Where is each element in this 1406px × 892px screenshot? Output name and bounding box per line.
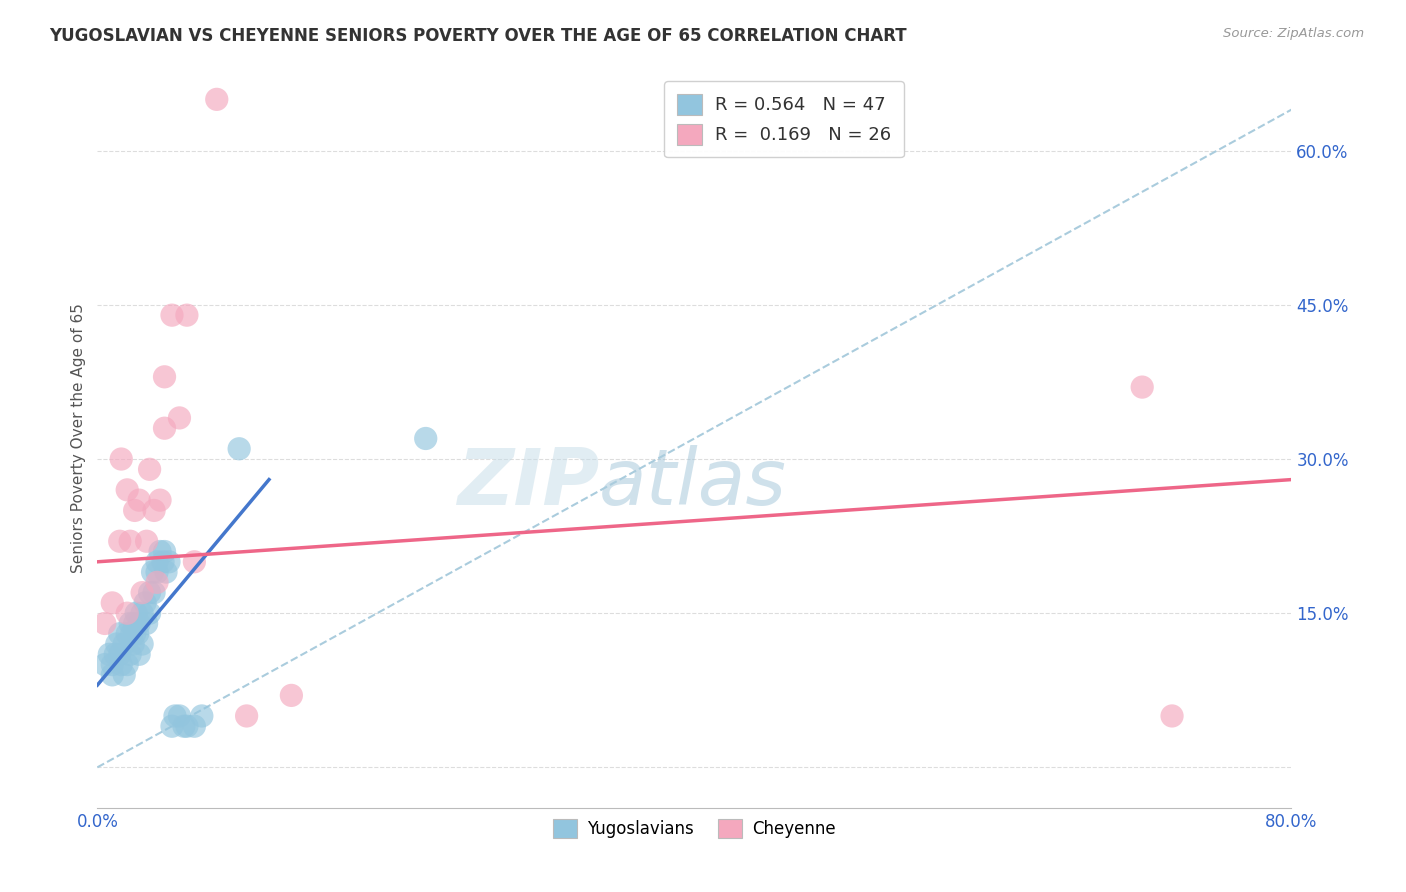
- Point: [127, 626, 149, 640]
- Point: [112, 637, 135, 651]
- Point: [1161, 709, 1184, 723]
- Point: [104, 648, 127, 662]
- Text: Source: ZipAtlas.com: Source: ZipAtlas.com: [1223, 27, 1364, 40]
- Point: [138, 585, 160, 599]
- Point: [94, 616, 117, 631]
- Point: [146, 555, 169, 569]
- Point: [153, 369, 176, 384]
- Point: [110, 657, 132, 672]
- Point: [128, 648, 150, 662]
- Point: [280, 689, 302, 703]
- Point: [160, 719, 183, 733]
- Point: [121, 626, 143, 640]
- Point: [146, 575, 169, 590]
- Point: [124, 626, 146, 640]
- Point: [176, 719, 198, 733]
- Point: [183, 555, 205, 569]
- Point: [169, 411, 191, 425]
- Point: [1130, 380, 1153, 394]
- Point: [115, 626, 138, 640]
- Point: [120, 616, 142, 631]
- Point: [94, 657, 117, 672]
- Text: atlas: atlas: [599, 445, 787, 521]
- Point: [143, 503, 166, 517]
- Point: [146, 565, 169, 579]
- Point: [131, 637, 153, 651]
- Point: [205, 92, 228, 106]
- Point: [115, 657, 138, 672]
- Point: [169, 709, 191, 723]
- Point: [124, 616, 146, 631]
- Point: [135, 534, 157, 549]
- Point: [112, 668, 135, 682]
- Legend: Yugoslavians, Cheyenne: Yugoslavians, Cheyenne: [547, 812, 842, 845]
- Point: [98, 648, 121, 662]
- Point: [128, 616, 150, 631]
- Point: [101, 657, 124, 672]
- Point: [110, 452, 132, 467]
- Point: [128, 493, 150, 508]
- Point: [115, 483, 138, 497]
- Point: [142, 565, 165, 579]
- Point: [108, 648, 131, 662]
- Point: [105, 637, 128, 651]
- Point: [108, 626, 131, 640]
- Point: [155, 565, 177, 579]
- Point: [173, 719, 195, 733]
- Point: [120, 648, 142, 662]
- Point: [176, 308, 198, 322]
- Point: [122, 637, 145, 651]
- Point: [160, 308, 183, 322]
- Point: [135, 616, 157, 631]
- Point: [191, 709, 214, 723]
- Point: [101, 668, 124, 682]
- Point: [138, 606, 160, 620]
- Point: [124, 503, 146, 517]
- Point: [153, 544, 176, 558]
- Point: [153, 421, 176, 435]
- Point: [143, 585, 166, 599]
- Point: [131, 606, 153, 620]
- Point: [415, 432, 437, 446]
- Point: [125, 606, 148, 620]
- Point: [138, 462, 160, 476]
- Point: [149, 544, 172, 558]
- Point: [115, 606, 138, 620]
- Point: [131, 585, 153, 599]
- Text: ZIP: ZIP: [457, 445, 599, 521]
- Y-axis label: Seniors Poverty Over the Age of 65: Seniors Poverty Over the Age of 65: [72, 303, 86, 574]
- Point: [134, 596, 156, 610]
- Point: [228, 442, 250, 456]
- Point: [120, 534, 142, 549]
- Point: [149, 493, 172, 508]
- Text: YUGOSLAVIAN VS CHEYENNE SENIORS POVERTY OVER THE AGE OF 65 CORRELATION CHART: YUGOSLAVIAN VS CHEYENNE SENIORS POVERTY …: [49, 27, 907, 45]
- Point: [152, 555, 174, 569]
- Point: [235, 709, 257, 723]
- Point: [163, 709, 186, 723]
- Point: [108, 534, 131, 549]
- Point: [101, 596, 124, 610]
- Point: [183, 719, 205, 733]
- Point: [157, 555, 180, 569]
